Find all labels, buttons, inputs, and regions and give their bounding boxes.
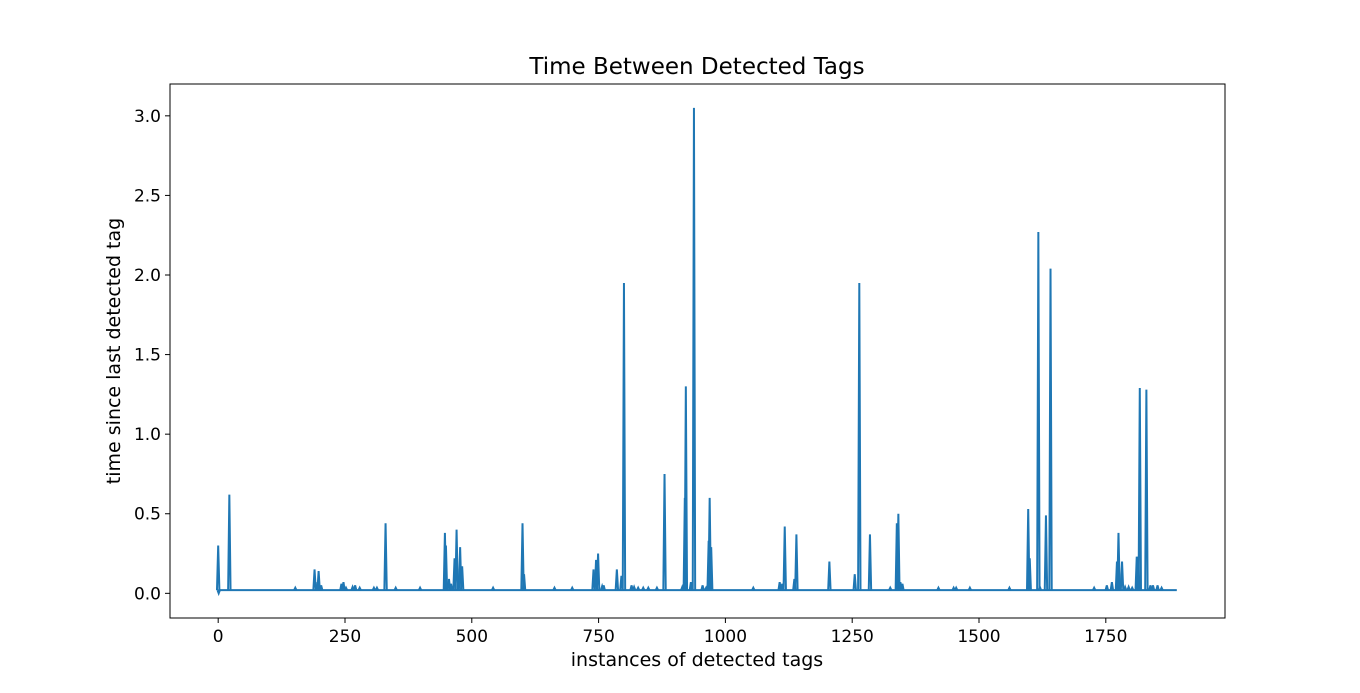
- series-spike: [318, 585, 324, 591]
- series-spike: [601, 585, 606, 591]
- series-spike: [631, 584, 637, 591]
- y-tick-label: 2.0: [134, 266, 161, 286]
- series-spike: [1159, 585, 1164, 591]
- chart-title: Time Between Detected Tags: [528, 54, 864, 80]
- series-spike: [646, 585, 651, 591]
- series-spike: [1092, 585, 1097, 591]
- series-spike: [293, 585, 298, 591]
- series-spike: [662, 473, 667, 591]
- series-spike: [215, 545, 221, 591]
- series-spike: [520, 523, 525, 591]
- series-spike: [654, 585, 660, 591]
- x-tick-label: 1250: [831, 627, 874, 647]
- series-spike: [1144, 389, 1149, 591]
- series-spike: [621, 282, 627, 591]
- series-spike: [393, 585, 398, 591]
- series-spike: [614, 569, 620, 591]
- series-spike: [216, 589, 221, 597]
- series-spike: [1150, 585, 1156, 591]
- series-spike: [1126, 584, 1131, 591]
- series-spike: [688, 582, 694, 591]
- series-spike: [1130, 585, 1135, 591]
- series-spike: [867, 534, 873, 591]
- series-spike: [1116, 532, 1121, 591]
- series-spike: [777, 582, 782, 591]
- series-spike: [888, 585, 893, 591]
- series-spike: [454, 529, 459, 591]
- series-spike: [343, 585, 349, 591]
- series-spike: [857, 282, 862, 591]
- x-tick-label: 250: [329, 627, 361, 647]
- series-spike: [443, 545, 449, 591]
- y-tick-label: 2.5: [134, 186, 161, 206]
- series-spike: [316, 570, 321, 591]
- series-spike: [900, 583, 905, 591]
- series-spike: [954, 585, 959, 591]
- series-spike: [936, 585, 941, 591]
- series-spike: [1109, 582, 1115, 591]
- series-spike: [312, 569, 317, 591]
- series-spike: [1036, 232, 1041, 591]
- series-spike: [1027, 558, 1032, 591]
- y-tick-label: 1.0: [134, 425, 161, 445]
- series-spike: [459, 566, 465, 591]
- series-spike: [896, 513, 901, 591]
- series-spike: [371, 585, 376, 591]
- series-spike: [1122, 584, 1128, 591]
- series-spike: [683, 386, 689, 591]
- series-spike: [827, 561, 832, 591]
- series-spike: [1007, 585, 1012, 591]
- series-spike: [352, 585, 358, 591]
- series-spike: [636, 585, 641, 591]
- series-spike: [751, 585, 756, 591]
- y-tick-label: 1.5: [134, 346, 161, 366]
- series-spike: [700, 585, 705, 591]
- series-spike: [782, 526, 787, 591]
- series-spike: [967, 585, 972, 591]
- series-spike: [521, 574, 527, 591]
- series-spike: [417, 585, 423, 591]
- series-spike: [491, 585, 496, 591]
- series-spike: [1104, 585, 1109, 591]
- series-layer: [215, 107, 1177, 597]
- series-spike: [629, 585, 634, 591]
- plot-frame: [169, 83, 1226, 619]
- y-tick-label: 0.0: [134, 584, 161, 604]
- series-spike: [691, 107, 697, 591]
- series-spike: [1037, 584, 1043, 591]
- x-tick-label: 1500: [957, 627, 1000, 647]
- series-spike: [383, 523, 388, 591]
- x-tick-label: 500: [456, 627, 488, 647]
- series-spike: [1043, 515, 1049, 591]
- y-axis-label: time since last detected tag: [103, 218, 125, 484]
- series-spike: [1119, 561, 1125, 591]
- series-spike: [570, 585, 575, 591]
- series-spike: [641, 585, 646, 591]
- y-tick-label: 0.5: [134, 505, 161, 525]
- x-tick-label: 1000: [704, 627, 747, 647]
- series-spike: [448, 583, 454, 591]
- series-spike: [374, 585, 380, 591]
- y-tick-label: 3.0: [134, 107, 161, 127]
- series-spike: [1048, 268, 1053, 591]
- series-spike: [595, 553, 601, 591]
- series-spike: [227, 494, 232, 591]
- series-spike: [794, 534, 799, 591]
- series-spike: [1137, 388, 1142, 591]
- x-tick-label: 0: [213, 627, 224, 647]
- series-spike: [341, 582, 346, 591]
- x-axis-label: instances of detected tags: [571, 649, 823, 671]
- x-axis: 0 250 500 750 1000 1250 1500 1750: [213, 618, 1127, 647]
- series-spike: [357, 585, 362, 591]
- x-tick-label: 1750: [1084, 627, 1127, 647]
- series-spike: [708, 547, 714, 591]
- series-spike: [852, 574, 857, 591]
- y-axis: 0.0 0.5 1.0 1.5 2.0 2.5 3.0: [134, 107, 170, 604]
- series-spike: [552, 585, 557, 591]
- series-spike: [1155, 585, 1160, 591]
- x-tick-label: 750: [582, 627, 614, 647]
